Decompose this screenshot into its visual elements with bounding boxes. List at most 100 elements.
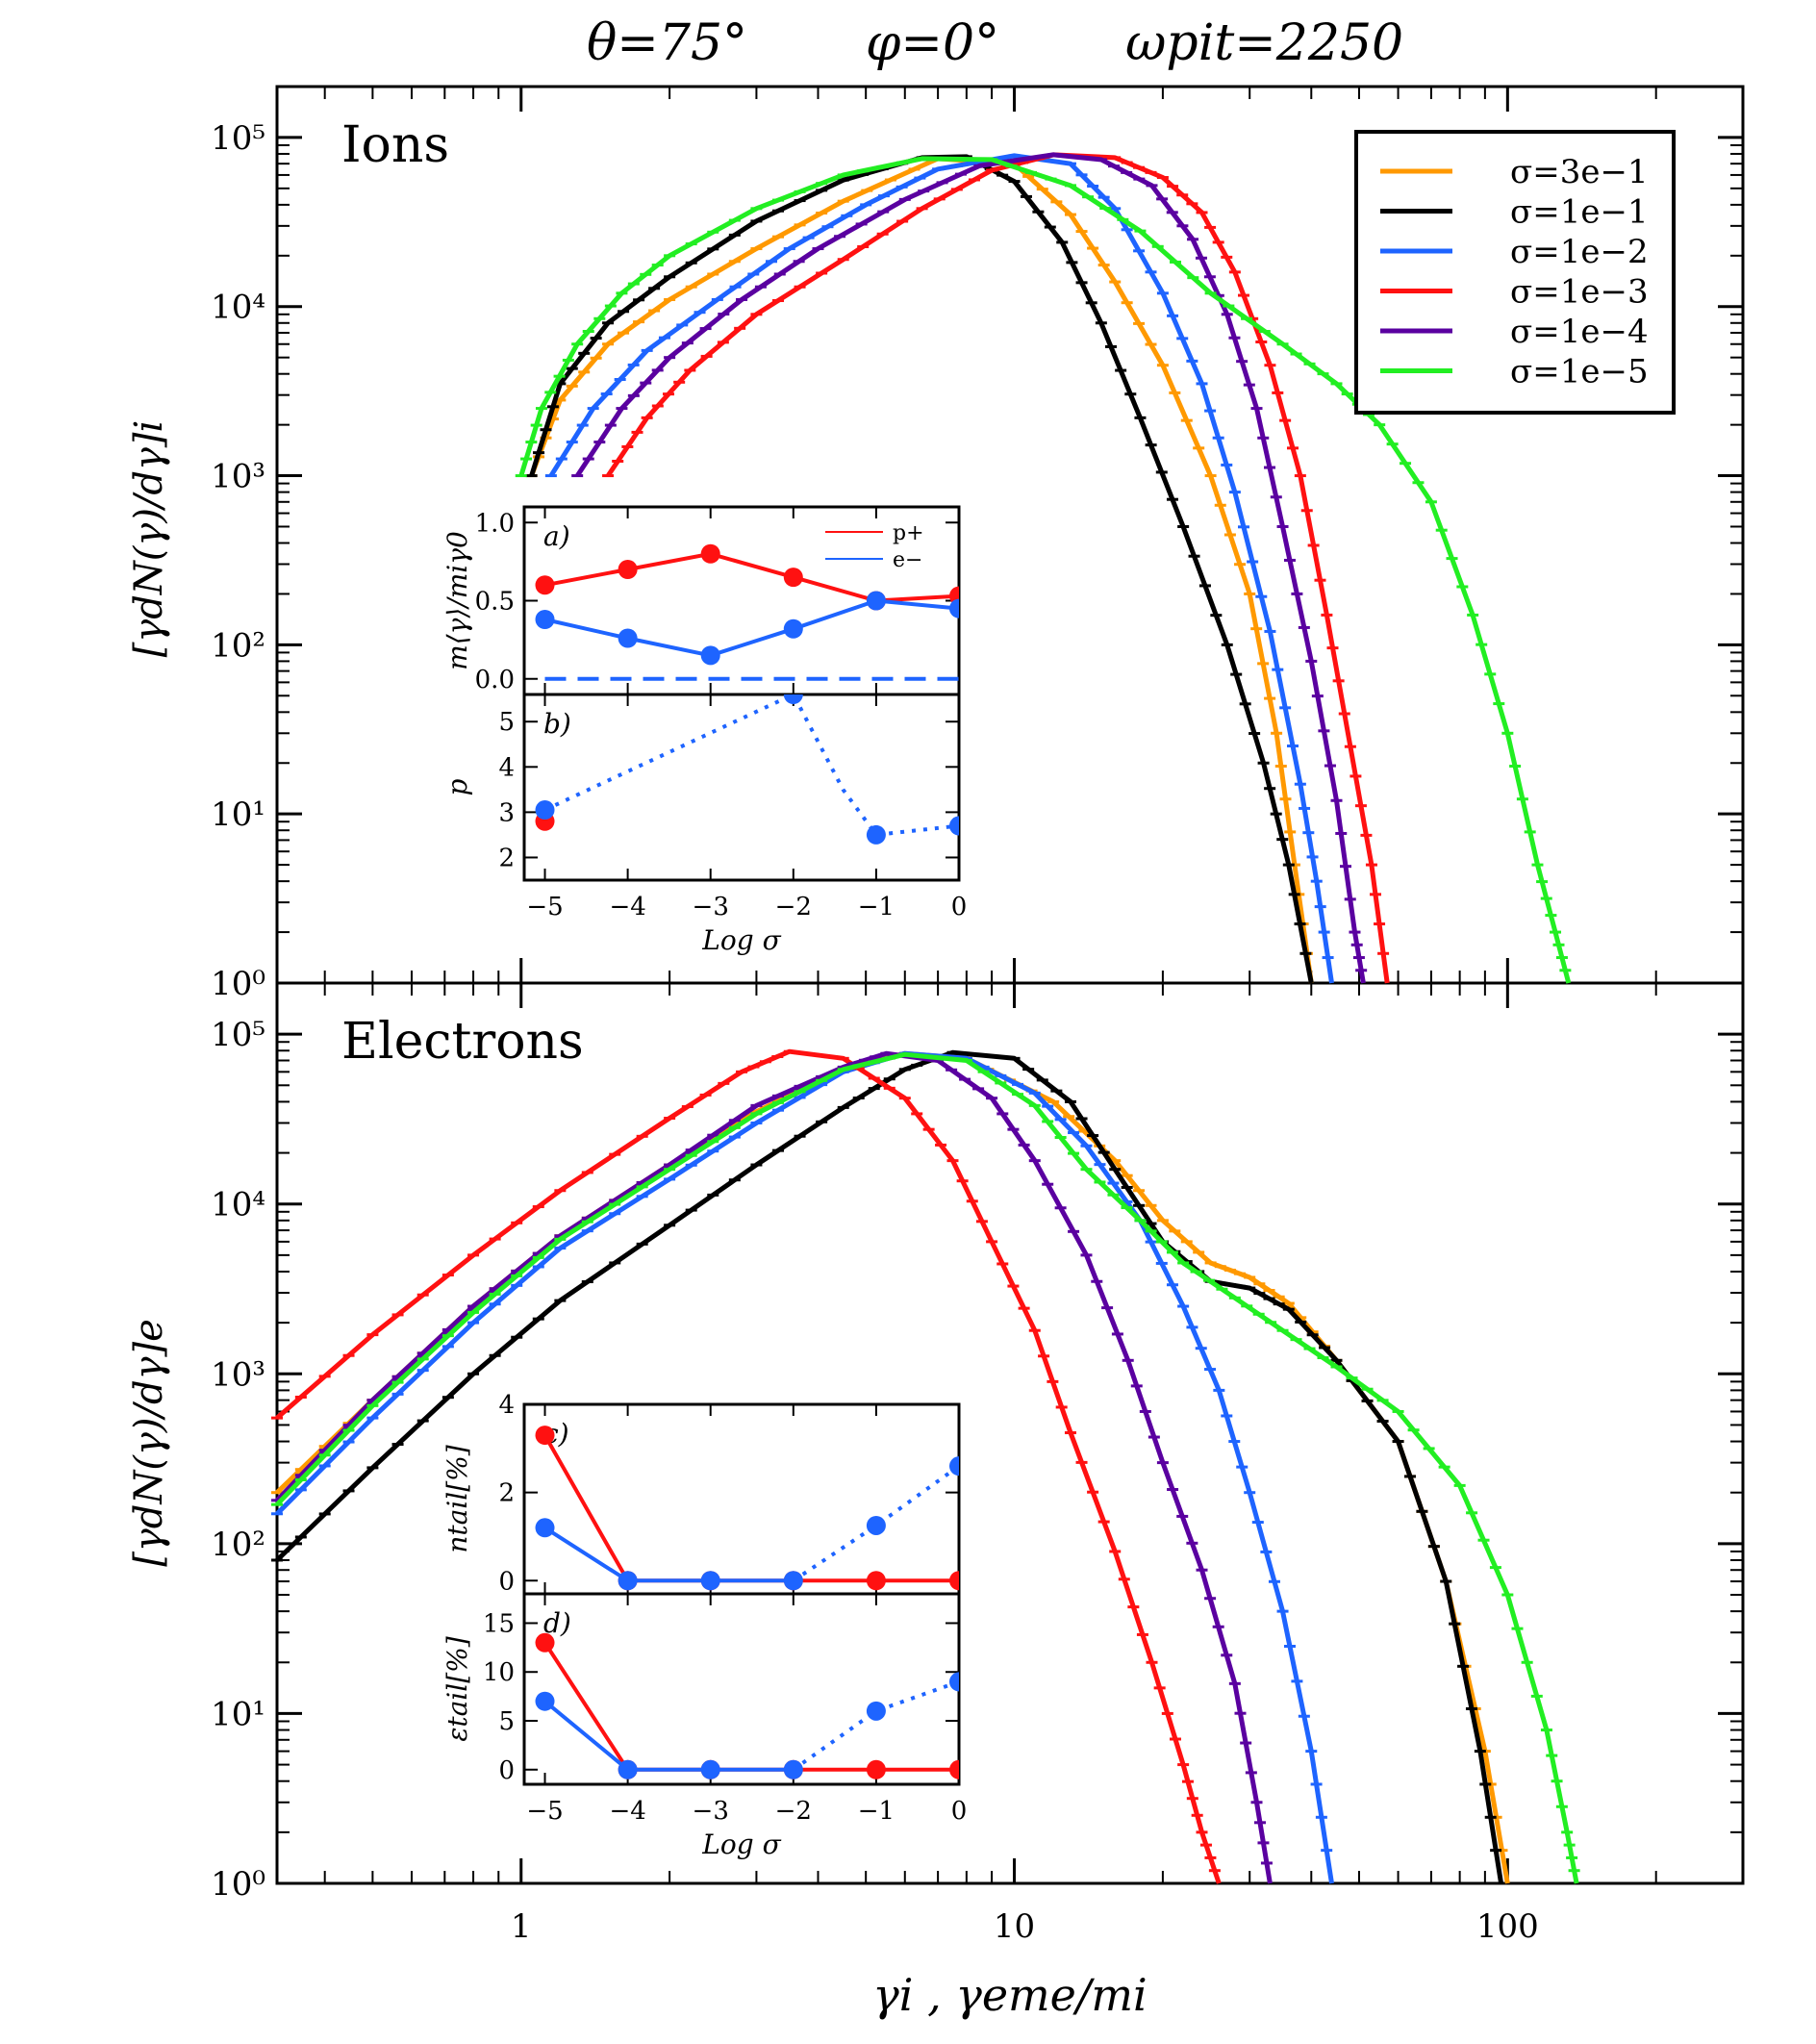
inset-ab-x-tick-label: −3 <box>693 893 729 921</box>
inset-ab-y-tick-label: 5 <box>498 708 515 737</box>
inset-cd-y-tick-label: 2 <box>498 1479 515 1508</box>
inset-cd-series-marker <box>535 1632 555 1653</box>
inset-ab-series-marker <box>535 575 555 595</box>
ions-y-tick-label: 10³ <box>211 458 265 496</box>
inset-ab-x-tick-label: 0 <box>951 893 968 921</box>
title-theta: θ=75° <box>587 14 747 72</box>
electrons-panel-frame <box>275 981 1745 1885</box>
inset-cd-series-marker <box>866 1571 886 1591</box>
electrons-y-tick-label: 10² <box>211 1526 265 1564</box>
inset-ab-x-axis-title: Log σ <box>701 924 781 956</box>
ions-y-tick-label: 10⁰ <box>211 965 265 1003</box>
inset-ab-series-marker <box>949 816 959 836</box>
electrons-x-tick-label: 1 <box>511 1907 532 1946</box>
inset-cd-y-tick-label: 15 <box>483 1609 515 1638</box>
inset-cd-series-marker <box>700 1759 720 1779</box>
figure-title: θ=75° φ=0° ωpit=2250 <box>587 14 1403 72</box>
inset-ab-y-tick-label: 4 <box>498 753 515 782</box>
legend-label: σ=1e−2 <box>1510 233 1649 271</box>
inset-cd-series-marker <box>949 1759 959 1779</box>
electrons-y-tick-label: 10¹ <box>211 1695 265 1733</box>
inset-cd-series-marker <box>949 1571 959 1591</box>
inset-cd-series-marker <box>949 1456 959 1476</box>
inset-ab-x-tick-label: −4 <box>609 893 645 921</box>
inset-ab-series-marker <box>700 645 720 666</box>
inset-ab-y-tick-label: 0.5 <box>475 588 515 617</box>
inset-cd-series-marker <box>866 1701 886 1721</box>
inset-ab-series-group <box>535 543 959 681</box>
inset-ab: 0.0 0.5 1.0 a) m⟨γ⟩/miγ0 2 3 4 5 b) p −5 −4 −3 −2 −1 0 Lo… <box>441 505 968 956</box>
inset-cd-x-tick-label: −2 <box>775 1797 812 1826</box>
inset-cd-series-marker <box>535 1691 555 1711</box>
inset-ab-series-marker <box>783 568 803 588</box>
inset-ab-series-marker <box>783 694 803 704</box>
electrons-curves <box>271 1048 1580 1884</box>
inset-cd-y-tick-label: 4 <box>498 1391 515 1420</box>
electrons-y-tick-label: 10⁴ <box>211 1186 265 1224</box>
electrons-panel-label: Electrons <box>341 1013 584 1071</box>
ions-y-tick-label: 10¹ <box>211 795 265 834</box>
inset-cd-y-axis-title: ntail[%] <box>441 1445 473 1552</box>
electrons-y-tick-label: 10⁰ <box>211 1865 265 1904</box>
inset-cd-x-tick-label: 0 <box>951 1797 968 1826</box>
inset-cd-series-marker <box>535 1426 555 1446</box>
inset-a-legend-label: e− <box>893 548 922 572</box>
title-phi: φ=0° <box>866 14 999 72</box>
ions-panel-label: Ions <box>341 116 449 174</box>
inset-cd-x-tick-label: −1 <box>858 1797 895 1826</box>
inset-cd-series-group <box>535 1632 959 1779</box>
inset-cd-series-line <box>543 1526 794 1583</box>
inset-ab-series-marker <box>535 800 555 820</box>
inset-cd-series-marker <box>618 1571 638 1591</box>
inset-cd-series-marker <box>866 1515 886 1535</box>
inset-ab-frame <box>522 693 961 882</box>
inset-cd-series-marker <box>866 1759 886 1779</box>
ions-y-tick-label: 10⁴ <box>211 289 265 327</box>
inset-ab-series-marker <box>783 618 803 639</box>
inset-ab-series-marker <box>866 824 886 845</box>
inset-cd-series-group <box>535 1426 959 1591</box>
inset-cd-series-line <box>543 1700 794 1772</box>
legend-entries: σ=3e−1σ=1e−1σ=1e−2σ=1e−3σ=1e−4σ=1e−5 <box>1380 153 1649 391</box>
inset-ab-series-line <box>543 694 959 838</box>
electrons-y-tick-label: 10⁵ <box>211 1016 265 1054</box>
title-time: ωpit=2250 <box>1125 14 1403 72</box>
inset-ab-y-axis-title: p <box>441 778 473 795</box>
legend-box <box>1354 130 1676 415</box>
electrons-x-tick-label: 10 <box>994 1907 1035 1946</box>
inset-cd-x-tick-label: −3 <box>693 1797 729 1826</box>
legend: σ=3e−1σ=1e−1σ=1e−2σ=1e−3σ=1e−4σ=1e−5 <box>1354 130 1676 415</box>
inset-cd-series-marker <box>535 1518 555 1538</box>
inset-cd-x-tick-label: −5 <box>526 1797 563 1826</box>
legend-label: σ=1e−4 <box>1510 313 1649 351</box>
inset-ab-series-marker <box>535 610 555 629</box>
inset-cd-y-tick-label: 10 <box>483 1658 515 1687</box>
ions-y-tick-label: 10⁵ <box>211 119 265 158</box>
inset-ab-series-marker <box>949 598 959 618</box>
inset-cd-y-axis-title: εtail[%] <box>441 1636 473 1741</box>
inset-cd-x-tick-label: −4 <box>609 1797 645 1826</box>
inset-ab-x-tick-label: −5 <box>526 893 563 921</box>
inset-ab-x-tick-label: −2 <box>775 893 812 921</box>
inset-cd-x-axis-title: Log σ <box>701 1829 781 1860</box>
inset-cd-frame <box>522 1402 961 1596</box>
inset-ab-series-marker <box>618 560 638 579</box>
inset-ab-y-axis-title: m⟨γ⟩/miγ0 <box>441 531 473 670</box>
legend-label: σ=3e−1 <box>1510 153 1649 191</box>
inset-cd-y-tick-label: 0 <box>498 1567 515 1596</box>
inset-cd-series-marker <box>618 1759 638 1779</box>
inset-ab-series-group <box>535 694 959 845</box>
electrons-y-axis-title: [γdN(γ)/dγ]e <box>127 1319 171 1567</box>
inset-ab-panel-letter: a) <box>543 520 570 552</box>
inset-ab-series-line <box>544 598 959 658</box>
legend-label: σ=1e−5 <box>1510 353 1649 391</box>
ions-curves <box>515 152 1572 984</box>
inset-cd-series-marker <box>949 1672 959 1692</box>
inset-ab-series-marker <box>618 628 638 648</box>
inset-ab-series-marker <box>866 591 886 611</box>
legend-label: σ=1e−3 <box>1510 273 1649 312</box>
inset-cd-y-tick-label: 0 <box>498 1756 515 1785</box>
ions-axis-ticks: 10⁰ 10¹ 10² 10³ 10⁴ 10⁵ <box>211 87 1744 1003</box>
